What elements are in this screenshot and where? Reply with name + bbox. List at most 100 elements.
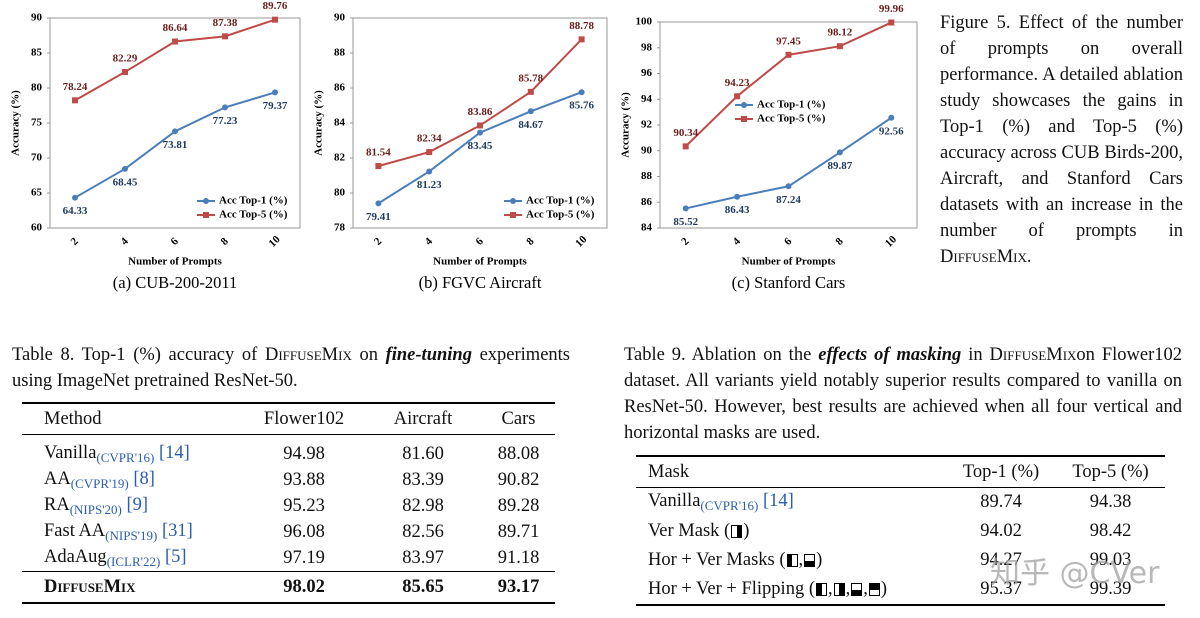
table-caption: Table 9. Ablation on the effects of mask… xyxy=(624,342,1182,446)
value-cell: 89.28 xyxy=(497,495,540,516)
value-cell: 94.02 xyxy=(980,521,1022,541)
caption-label: Table 9. xyxy=(624,345,686,365)
legend-marker xyxy=(203,198,209,204)
citation: [14] xyxy=(763,491,794,511)
marker xyxy=(222,33,228,40)
legend-label: Acc Top-1 (%) xyxy=(526,195,595,207)
separator: , xyxy=(863,579,868,599)
marker xyxy=(375,163,382,170)
data-label: 87.24 xyxy=(776,194,801,206)
venue: (NIPS'19) xyxy=(105,527,158,543)
value-cell: 97.19 xyxy=(283,547,325,568)
method-cell: RA(NIPS'20) [9] xyxy=(22,495,244,518)
y-tick-label: 96 xyxy=(641,67,653,79)
method-name: RA xyxy=(44,494,70,515)
data-label: 86.43 xyxy=(725,204,750,216)
y-tick-label: 88 xyxy=(641,170,653,182)
value-cell: 90.82 xyxy=(497,469,540,490)
x-tick-label: 4 xyxy=(118,235,131,248)
method-name: Vanilla xyxy=(44,442,97,463)
data-label: 85.78 xyxy=(518,72,543,84)
data-label: 68.45 xyxy=(113,176,138,188)
separator: , xyxy=(798,550,804,570)
table-row: RA(NIPS'20) [9] 95.23 82.98 89.28 xyxy=(22,493,555,519)
marker xyxy=(477,129,483,136)
marker xyxy=(785,183,792,190)
marker xyxy=(122,68,128,75)
y-tick-label: 88 xyxy=(334,47,346,59)
chart-title: (a) CUB-200-2011 xyxy=(113,273,238,292)
data-label: 97.45 xyxy=(776,35,801,47)
data-label: 83.86 xyxy=(468,106,493,118)
table: Method Flower102 Aircraft Cars Vanilla(CVPR'… xyxy=(22,402,555,604)
method-name: DiffuseMix xyxy=(44,576,136,597)
table-row: DiffuseMix 98.02 85.65 93.17 xyxy=(22,571,555,604)
table-row: Hor + Ver + Flipping (,,,) 95.37 99.39 xyxy=(636,575,1165,606)
table-row: Hor + Ver Masks (,) 94.27 99.03 xyxy=(636,546,1165,575)
value-cell: 85.65 xyxy=(402,576,444,597)
y-tick-label: 98 xyxy=(641,41,653,53)
y-tick-label: 80 xyxy=(334,187,346,199)
caption-text: Effect of the number of prompts on overa… xyxy=(940,13,1184,241)
header-cell: Top-5 (%) xyxy=(1072,461,1149,482)
marker xyxy=(426,168,433,175)
legend-marker xyxy=(510,198,516,204)
legend-label: Acc Top-5 (%) xyxy=(219,209,288,221)
table-row: Vanilla(CVPR'16) [14] 94.98 81.60 88.08 xyxy=(22,441,555,467)
mask-name: Ver Mask xyxy=(648,521,720,541)
value-cell: 82.56 xyxy=(402,521,444,542)
paren: ( xyxy=(808,579,815,599)
value-cell: 82.98 xyxy=(402,495,444,516)
caption-text: in xyxy=(961,345,990,365)
data-label: 86.64 xyxy=(163,22,188,34)
data-label: 89.76 xyxy=(263,0,288,12)
method-cell: DiffuseMix xyxy=(22,577,244,598)
data-label: 81.23 xyxy=(417,179,442,191)
mask-fill xyxy=(852,589,862,595)
y-tick-label: 100 xyxy=(636,16,653,28)
legend-marker xyxy=(741,116,747,122)
x-tick-label: 10 xyxy=(267,233,284,250)
caption-text: Ablation on the xyxy=(691,345,819,365)
venue: (NIPS'20) xyxy=(69,501,122,517)
x-tick-label: 6 xyxy=(473,235,486,248)
value-cell: 99.39 xyxy=(1089,579,1132,599)
method-cell: AA(CVPR'19) [8] xyxy=(22,469,244,492)
y-tick-label: 84 xyxy=(641,222,653,234)
mask-icon xyxy=(804,554,816,567)
data-label: 82.29 xyxy=(113,53,138,65)
header-cell: Flower102 xyxy=(263,408,345,429)
marker xyxy=(375,200,382,207)
venue: (ICLR'22) xyxy=(106,553,161,569)
method-name: DiffuseMix xyxy=(989,345,1077,365)
x-axis-label: Number of Prompts xyxy=(433,256,527,268)
method-cell: Vanilla(CVPR'16) [14] xyxy=(22,443,244,466)
y-tick-label: 80 xyxy=(31,82,43,94)
x-tick-label: 8 xyxy=(524,235,537,248)
table-row: Vanilla(CVPR'16) [14] 89.74 94.38 xyxy=(636,488,1165,517)
marker xyxy=(785,51,792,58)
mask-icon xyxy=(868,583,880,596)
caption-text: on xyxy=(351,345,386,365)
y-tick-label: 65 xyxy=(31,187,43,199)
data-label: 64.33 xyxy=(63,205,88,217)
value-cell: 93.88 xyxy=(283,469,325,490)
mask-fill xyxy=(736,526,742,537)
marker xyxy=(836,43,843,50)
watermark: 知乎 @CVer xyxy=(990,556,1160,591)
marker xyxy=(172,38,178,45)
y-axis-label: Accuracy (%) xyxy=(313,90,325,156)
data-label: 85.76 xyxy=(569,100,594,112)
marker xyxy=(734,93,741,100)
data-label: 90.34 xyxy=(673,127,698,139)
paren: ( xyxy=(724,521,731,541)
value-cell: 94.98 xyxy=(283,443,325,464)
separator: , xyxy=(845,579,851,599)
separator: , xyxy=(828,579,833,599)
data-label: 78.24 xyxy=(63,81,88,93)
y-tick-label: 84 xyxy=(334,117,346,129)
legend-marker xyxy=(510,212,516,218)
mask-fill xyxy=(805,560,815,566)
data-label: 99.96 xyxy=(879,3,904,15)
caption-emphasis: effects of masking xyxy=(818,345,962,365)
